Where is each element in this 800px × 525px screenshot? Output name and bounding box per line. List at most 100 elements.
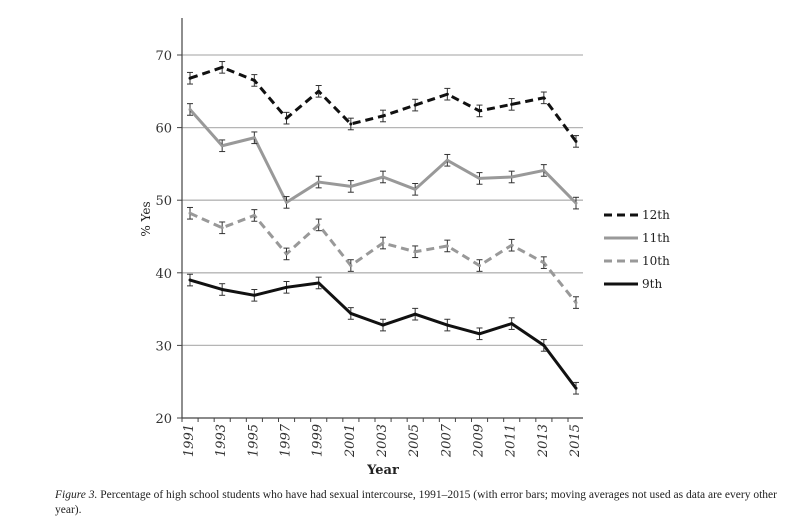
error-bar-11th-1995 bbox=[251, 131, 258, 145]
error-bar-9th-2003 bbox=[380, 318, 386, 332]
error-bar-10th-1997 bbox=[283, 247, 290, 261]
legend-label-9th: 9th bbox=[642, 277, 662, 291]
data-point-10th-2009 bbox=[478, 264, 481, 268]
data-point-10th-1997 bbox=[285, 252, 288, 256]
error-bar-10th-2011 bbox=[508, 238, 515, 252]
error-bar-11th-1997 bbox=[283, 196, 290, 209]
data-point-12th-1993 bbox=[220, 65, 224, 69]
data-point-11th-1995 bbox=[252, 136, 256, 140]
x-tick-label-2007: 2007 bbox=[439, 423, 454, 458]
error-bar-11th-2011 bbox=[508, 170, 515, 184]
data-point-10th-2005 bbox=[413, 250, 417, 254]
series-line-11th bbox=[188, 108, 578, 205]
error-bar-12th-2001 bbox=[347, 117, 354, 131]
x-tick-label-2013: 2013 bbox=[536, 424, 551, 458]
series-9th bbox=[187, 273, 579, 395]
data-point-10th-2001 bbox=[349, 264, 353, 268]
error-bar-9th-1997 bbox=[283, 281, 290, 294]
data-point-11th-2001 bbox=[349, 184, 353, 188]
y-tick-label-70: 70 bbox=[155, 49, 172, 64]
data-point-12th-1995 bbox=[252, 78, 256, 82]
data-point-12th-1999 bbox=[317, 89, 321, 93]
error-bar-12th-1995 bbox=[251, 74, 258, 87]
data-point-9th-2013 bbox=[542, 343, 546, 347]
error-bar-10th-1995 bbox=[251, 209, 258, 222]
data-point-12th-2011 bbox=[510, 102, 514, 106]
y-tick-label-20: 20 bbox=[155, 412, 172, 427]
y-tick-label-30: 30 bbox=[155, 339, 172, 354]
error-bar-9th-1991 bbox=[187, 273, 193, 287]
data-point-9th-2011 bbox=[510, 322, 514, 326]
error-bar-10th-1999 bbox=[315, 218, 322, 232]
error-bar-12th-1999 bbox=[315, 84, 322, 98]
figure-caption: Figure 3. Percentage of high school stud… bbox=[55, 488, 785, 518]
data-point-12th-2007 bbox=[445, 92, 449, 96]
legend-label-12th: 12th bbox=[642, 208, 670, 222]
error-bar-11th-1999 bbox=[315, 175, 322, 189]
x-tick-labels: 1991 1993 1995 1997 1999 2001 2003 2005 2007 2009… bbox=[182, 423, 583, 458]
data-point-11th-2011 bbox=[510, 175, 514, 179]
error-bar-9th-1993 bbox=[219, 283, 226, 296]
x-tick-label-1995: 1995 bbox=[246, 424, 261, 457]
series-line-10th bbox=[189, 211, 578, 304]
legend-label-10th: 10th bbox=[642, 254, 670, 268]
error-bar-12th-2013 bbox=[540, 91, 547, 105]
data-point-10th-2003 bbox=[381, 241, 385, 245]
error-bar-11th-1991 bbox=[187, 103, 193, 116]
data-point-11th-2013 bbox=[542, 168, 546, 172]
data-point-10th-2007 bbox=[445, 244, 449, 248]
error-bar-12th-2015 bbox=[573, 135, 579, 148]
error-bar-9th-2005 bbox=[412, 307, 419, 321]
series-11th bbox=[187, 103, 579, 210]
data-point-9th-2003 bbox=[381, 323, 385, 327]
legend-item-9th: 9th bbox=[604, 277, 662, 291]
y-tick-label-40: 40 bbox=[155, 267, 172, 282]
error-bar-10th-1991 bbox=[187, 206, 193, 220]
error-bar-10th-2009 bbox=[476, 259, 483, 272]
data-point-12th-1991 bbox=[188, 76, 192, 80]
error-bar-10th-2013 bbox=[540, 256, 547, 269]
data-point-9th-1991 bbox=[188, 278, 192, 282]
gridlines bbox=[182, 54, 583, 347]
y-tick-label-50: 50 bbox=[155, 194, 172, 209]
data-point-10th-2015 bbox=[574, 301, 578, 305]
error-bar-9th-1999 bbox=[315, 276, 322, 290]
error-bar-11th-2013 bbox=[540, 164, 547, 177]
data-point-12th-2013 bbox=[542, 96, 546, 100]
error-bar-10th-2007 bbox=[444, 239, 451, 253]
x-tick-label-1993: 1993 bbox=[214, 424, 229, 457]
error-bar-10th-2015 bbox=[573, 296, 579, 309]
data-point-12th-1997 bbox=[285, 116, 288, 120]
error-bar-9th-2015 bbox=[573, 381, 579, 395]
data-point-12th-2001 bbox=[349, 122, 353, 126]
data-point-10th-1991 bbox=[188, 211, 192, 215]
error-bar-12th-1991 bbox=[187, 71, 193, 85]
data-point-10th-2013 bbox=[542, 261, 546, 265]
error-bar-12th-2005 bbox=[412, 98, 419, 112]
x-tick-label-2015: 2015 bbox=[568, 424, 583, 458]
data-point-9th-1997 bbox=[285, 285, 288, 289]
data-point-11th-1997 bbox=[285, 200, 288, 204]
x-tick-label-2001: 2001 bbox=[343, 424, 358, 458]
series-10th bbox=[187, 206, 579, 309]
error-bar-9th-2007 bbox=[444, 318, 451, 332]
error-bar-10th-2005 bbox=[412, 245, 419, 259]
error-bar-10th-1993 bbox=[219, 221, 226, 235]
y-tick-labels: 20 30 40 50 60 70 bbox=[155, 49, 172, 427]
data-point-11th-2009 bbox=[478, 176, 481, 180]
x-tick-label-2011: 2011 bbox=[504, 424, 519, 458]
legend-label-11th: 11th bbox=[642, 231, 670, 245]
x-tick-label-1999: 1999 bbox=[311, 424, 326, 457]
data-point-9th-2009 bbox=[478, 332, 481, 336]
data-point-10th-1999 bbox=[317, 223, 321, 227]
error-bar-10th-2001 bbox=[347, 259, 354, 272]
series-group bbox=[187, 61, 579, 395]
caption-text: Percentage of high school students who h… bbox=[55, 489, 777, 516]
data-point-12th-2015 bbox=[574, 139, 578, 143]
data-point-11th-2005 bbox=[413, 187, 417, 191]
error-bar-12th-2007 bbox=[444, 87, 451, 101]
x-tick-label-2003: 2003 bbox=[375, 424, 390, 458]
data-point-11th-2003 bbox=[381, 175, 385, 179]
x-tick-label-2005: 2005 bbox=[407, 424, 422, 458]
legend-item-12th: 12th bbox=[604, 208, 670, 222]
